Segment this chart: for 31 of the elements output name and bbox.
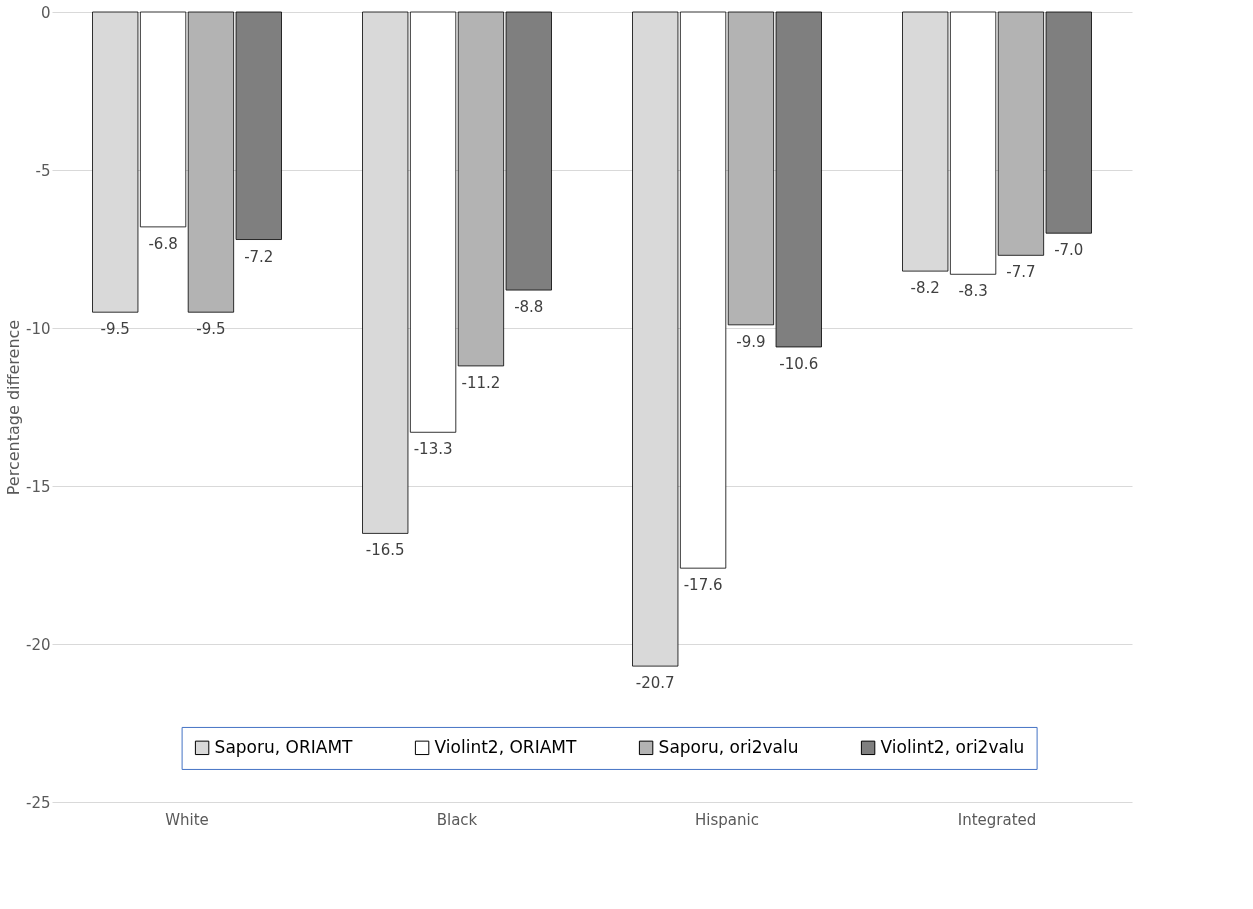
y-axis-title: Percentage difference <box>4 319 23 496</box>
data-label: -11.2 <box>461 373 501 392</box>
data-label: -9.9 <box>736 332 766 351</box>
data-label: -9.5 <box>100 320 130 339</box>
data-label: -8.3 <box>958 282 988 301</box>
legend-label: Violint2, ORIAMT <box>434 736 577 757</box>
data-label: -17.6 <box>683 576 723 595</box>
x-tick-label: Integrated <box>957 810 1037 829</box>
data-label: -7.2 <box>244 247 274 266</box>
legend-label: Saporu, ori2valu <box>658 736 799 757</box>
data-label: -8.2 <box>910 279 940 298</box>
legend-label: Saporu, ORIAMT <box>214 736 354 757</box>
data-label: -13.3 <box>413 440 453 459</box>
data-label: -8.8 <box>514 298 544 317</box>
y-tick-label: -5 <box>35 161 51 180</box>
data-label: -16.5 <box>365 541 405 560</box>
y-tick-label: -25 <box>26 793 51 812</box>
legend-label: Violint2, ori2valu <box>880 736 1025 757</box>
data-label: -10.6 <box>779 354 819 373</box>
data-label: -7.0 <box>1054 241 1084 260</box>
x-tick-label: White <box>165 810 209 829</box>
y-tick-label: -10 <box>26 319 51 338</box>
data-label: -20.7 <box>635 674 675 693</box>
y-tick-label: -20 <box>26 635 51 654</box>
x-tick-label: Hispanic <box>695 810 759 829</box>
y-tick-label: 0 <box>40 3 51 22</box>
data-label: -6.8 <box>148 234 178 253</box>
x-tick-label: Black <box>436 810 478 829</box>
data-label: -7.7 <box>1006 263 1036 282</box>
y-tick-label: -15 <box>26 477 51 496</box>
data-label: -9.5 <box>196 320 226 339</box>
